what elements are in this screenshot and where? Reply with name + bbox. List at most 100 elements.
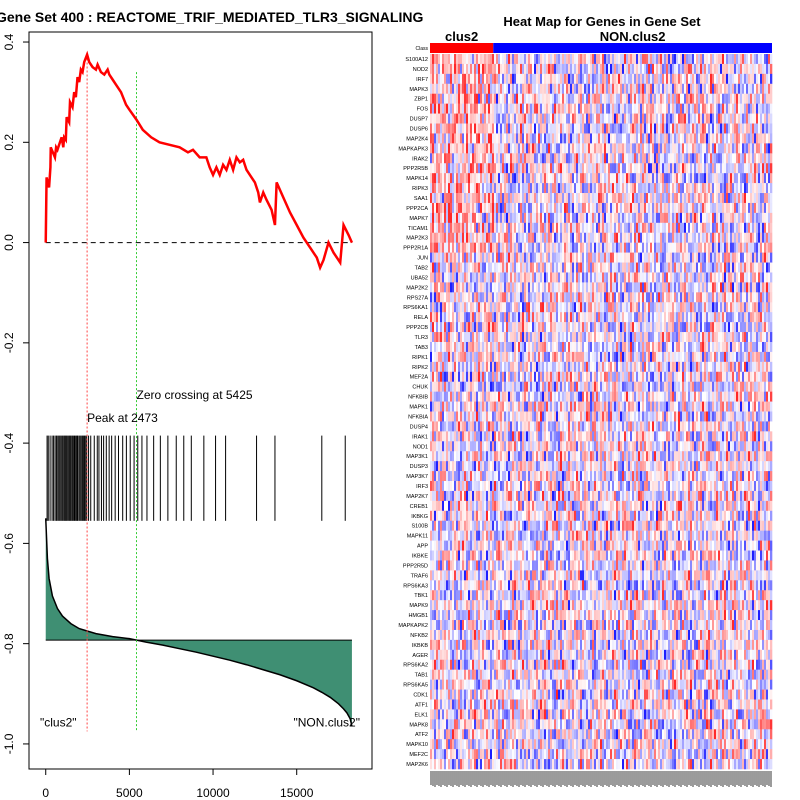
heatmap-cell: [746, 212, 749, 224]
heatmap-cell: [682, 63, 685, 75]
heatmap-cell: [510, 242, 513, 253]
heatmap-cell: [462, 173, 465, 184]
heatmap-cell: [738, 272, 741, 283]
heatmap-cell: [584, 113, 587, 124]
heatmap-cell: [554, 173, 557, 184]
heatmap-cell: [600, 54, 603, 65]
heatmap-cell: [630, 133, 633, 144]
heatmap-cell: [498, 54, 501, 65]
heatmap-cell: [664, 262, 667, 273]
heatmap-cell: [706, 153, 709, 164]
heatmap-cell: [588, 272, 591, 283]
heatmap-cell: [532, 212, 535, 224]
heatmap-cell: [670, 73, 673, 85]
heatmap-cell: [548, 103, 551, 114]
heatmap-cell: [456, 113, 459, 124]
heatmap-cell: [460, 282, 463, 293]
heatmap-cell: [720, 153, 723, 164]
heatmap-cell: [442, 272, 445, 283]
heatmap-cell: [690, 193, 693, 204]
heatmap-cell: [544, 302, 547, 313]
heatmap-cell: [646, 133, 649, 144]
heatmap-cell: [494, 193, 497, 204]
heatmap-cell: [724, 123, 727, 134]
heatmap-cell: [686, 242, 689, 253]
heatmap-cell: [668, 292, 671, 303]
heatmap-cell: [742, 83, 745, 95]
heatmap-cell: [558, 262, 561, 273]
heatmap-cell: [588, 54, 591, 65]
heatmap-cell: [720, 83, 723, 95]
heatmap-cell: [536, 183, 539, 194]
heatmap-cell: [738, 222, 741, 234]
heatmap-cell: [524, 113, 527, 124]
heatmap-cell: [674, 83, 677, 95]
heatmap-cell: [662, 202, 665, 214]
heatmap-cell: [744, 262, 747, 273]
heatmap-cell: [498, 163, 501, 174]
heatmap-cell: [704, 143, 707, 154]
heatmap-cell: [612, 262, 615, 273]
heatmap-cell: [436, 63, 439, 75]
heatmap-cell: [580, 332, 583, 343]
heatmap-cell: [556, 93, 559, 104]
heatmap-cell: [670, 113, 673, 124]
heatmap-cell: [554, 232, 557, 243]
heatmap-cell: [706, 232, 709, 243]
heatmap-cell: [454, 73, 457, 85]
heatmap-cell: [616, 103, 619, 114]
heatmap-cell: [700, 262, 703, 273]
heatmap-cell: [670, 212, 673, 224]
heatmap-cell: [572, 183, 575, 194]
heatmap-cell: [734, 242, 737, 253]
heatmap-cell: [496, 73, 499, 85]
heatmap-cell: [520, 143, 523, 154]
heatmap-cell: [610, 133, 613, 144]
heatmap-cell: [516, 143, 519, 154]
heatmap-cell: [456, 173, 459, 184]
heatmap-cell: [612, 242, 615, 253]
heatmap-cell: [462, 83, 465, 95]
heatmap-cell: [744, 282, 747, 293]
heatmap-cell: [656, 282, 659, 293]
heatmap-cell: [532, 222, 535, 234]
heatmap-cell: [506, 103, 509, 114]
heatmap-cell: [444, 123, 447, 134]
heatmap-cell: [622, 282, 625, 293]
heatmap-cell: [612, 332, 615, 343]
heatmap-cell: [504, 252, 507, 263]
heatmap-cell: [564, 312, 567, 323]
heatmap-cell: [604, 212, 607, 224]
heatmap-cell: [708, 143, 711, 154]
heatmap-cell: [448, 202, 451, 214]
heatmap-cell: [702, 83, 705, 95]
heatmap-cell: [516, 54, 519, 65]
heatmap-cell: [718, 252, 721, 263]
heatmap-cell: [690, 163, 693, 174]
heatmap-cell: [610, 202, 613, 214]
heatmap-cell: [540, 272, 543, 283]
heatmap-cell: [472, 113, 475, 124]
heatmap-cell: [484, 282, 487, 293]
heatmap-cell: [488, 173, 491, 184]
heatmap-cell: [478, 232, 481, 243]
heatmap-cell: [434, 163, 437, 174]
heatmap-cell: [604, 292, 607, 303]
heatmap-cell: [762, 272, 765, 283]
heatmap-cell: [608, 272, 611, 283]
heatmap-cell: [576, 103, 579, 114]
heatmap-cell: [688, 143, 691, 154]
heatmap-cell: [606, 202, 609, 214]
heatmap-cell: [588, 242, 591, 253]
heatmap-cell: [688, 202, 691, 214]
heatmap-cell: [712, 262, 715, 273]
heatmap-cell: [622, 163, 625, 174]
heatmap-cell: [726, 103, 729, 114]
heatmap-cell: [612, 302, 615, 313]
heatmap-cell: [680, 63, 683, 75]
heatmap-cell: [494, 183, 497, 194]
heatmap-cell: [664, 183, 667, 194]
heatmap-cell: [542, 202, 545, 214]
heatmap-cell: [522, 322, 525, 333]
heatmap-cell: [444, 113, 447, 124]
